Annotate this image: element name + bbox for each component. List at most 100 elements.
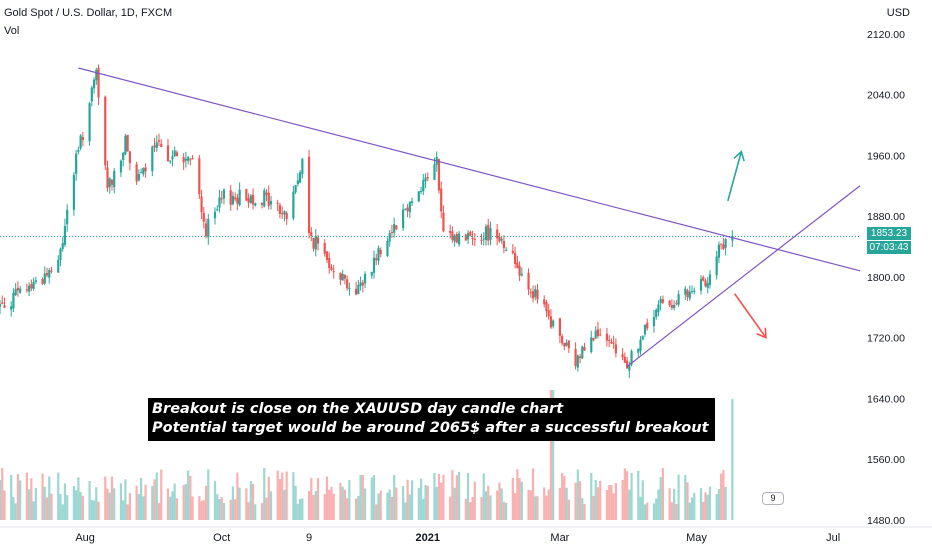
volume-bar	[343, 489, 346, 520]
candle-body	[377, 247, 380, 261]
candle-body	[142, 168, 145, 175]
volume-bar	[357, 495, 360, 520]
volume-bar	[408, 494, 411, 520]
candle-body	[469, 231, 472, 236]
volume-bar	[191, 496, 194, 520]
volume-bar	[511, 477, 514, 520]
volume-bar	[234, 499, 237, 520]
volume-bar	[480, 496, 483, 520]
time-axis[interactable]: Aug Oct 9 2021 Mar May Jul	[0, 526, 932, 550]
candle-body	[151, 146, 154, 172]
price-axis[interactable]: 1480.00 1560.00 1640.00 1720.00 1800.00 1880.…	[861, 0, 932, 532]
price-tick-label: 1640.00	[867, 393, 905, 405]
volume-bar	[202, 500, 205, 520]
candle-body	[341, 274, 344, 281]
volume-bar	[285, 471, 288, 520]
time-tick-label: Oct	[213, 532, 230, 544]
candle-body	[1, 302, 4, 304]
candle-body	[19, 288, 22, 293]
volume-bar	[608, 484, 611, 520]
volume-bar	[245, 488, 248, 520]
volume-bar	[281, 472, 284, 520]
volume-bar	[514, 493, 517, 520]
candle-body	[34, 280, 37, 282]
volume-bar	[451, 470, 454, 520]
volume-bar	[630, 473, 633, 520]
volume-bar	[581, 498, 584, 520]
volume-bar	[675, 504, 678, 520]
axis-currency-label[interactable]: USD	[886, 7, 910, 19]
volume-bar	[717, 489, 721, 520]
candle-body	[106, 167, 109, 189]
candle-body	[88, 103, 91, 142]
volume-bar	[0, 479, 2, 520]
volume-bar	[66, 495, 69, 520]
volume-bar	[75, 490, 78, 520]
time-tick-label: 2021	[416, 532, 440, 544]
volume-bar	[565, 487, 568, 520]
volume-bar	[137, 494, 140, 520]
volume-bar	[122, 500, 125, 520]
candle-body	[455, 234, 458, 243]
volume-bar	[45, 497, 49, 520]
candle-body	[706, 283, 709, 288]
volume-bar	[294, 485, 297, 520]
volume-indicator-label[interactable]: Vol	[4, 25, 20, 37]
candle-body	[422, 180, 425, 192]
volume-bar	[153, 479, 156, 520]
candle-body	[704, 280, 707, 287]
volume-bar	[283, 489, 286, 520]
volume-bar	[466, 472, 470, 520]
annotation-line-2: Potential target would be around 2065$ a…	[152, 420, 709, 436]
volume-bar	[61, 504, 64, 520]
volume-bar	[106, 488, 109, 520]
volume-bar	[92, 500, 96, 520]
volume-bar	[359, 474, 362, 520]
volume-bar	[558, 487, 561, 520]
price-axis-background	[861, 0, 932, 532]
volume-bar	[715, 493, 718, 520]
candle-body	[175, 152, 179, 157]
volume-bar	[90, 500, 93, 520]
candle-body	[561, 336, 564, 344]
volume-bar	[576, 469, 579, 520]
volume-bar	[59, 493, 62, 520]
candle-body	[234, 197, 237, 200]
candle-body	[417, 191, 420, 202]
volume-bar	[731, 399, 734, 520]
volume-bar	[155, 472, 158, 520]
volume-bar	[330, 486, 333, 520]
candle-body	[128, 151, 131, 163]
annotation-text-box[interactable]: Breakout is close on the XAUUSD day cand…	[148, 398, 715, 441]
trendlines-layer[interactable]	[78, 67, 861, 368]
candle-body	[637, 348, 640, 353]
candle-body	[693, 290, 696, 292]
volume-bar	[229, 499, 232, 520]
candle-body	[574, 348, 577, 366]
candle-body	[675, 303, 678, 305]
volume-bar	[265, 497, 268, 520]
volume-bar	[151, 485, 154, 520]
volume-bar	[592, 496, 595, 520]
volume-bar	[605, 489, 609, 520]
volume-bar	[301, 498, 304, 520]
candle-body	[173, 150, 176, 156]
volume-bar	[43, 486, 46, 520]
volume-bar	[50, 493, 53, 520]
volume-bar	[361, 474, 364, 520]
candle-body	[536, 289, 539, 300]
volume-bar	[464, 498, 467, 520]
volume-bar	[171, 491, 174, 520]
candle-body	[296, 180, 299, 185]
arrows-layer[interactable]	[727, 150, 767, 339]
volume-bar	[370, 477, 373, 520]
volume-bar	[610, 485, 613, 520]
candle-body	[500, 238, 503, 241]
volume-bar	[10, 474, 13, 520]
candle-body	[119, 160, 123, 173]
volume-bar	[276, 470, 279, 520]
candle-body	[66, 209, 69, 225]
time-axis-background	[0, 527, 932, 550]
volume-bar	[402, 486, 405, 520]
